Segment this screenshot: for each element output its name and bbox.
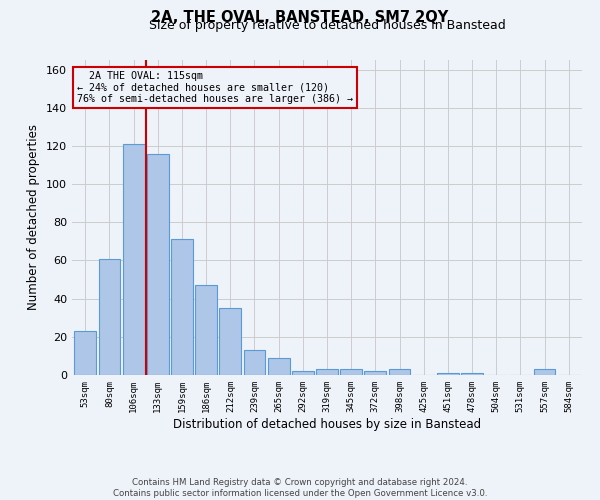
Bar — [533, 370, 556, 375]
Bar — [461, 373, 483, 375]
Bar — [147, 154, 169, 375]
Bar — [171, 240, 193, 375]
Bar — [220, 308, 241, 375]
Bar — [340, 370, 362, 375]
Bar — [195, 286, 217, 375]
Title: Size of property relative to detached houses in Banstead: Size of property relative to detached ho… — [149, 20, 505, 32]
Y-axis label: Number of detached properties: Number of detached properties — [28, 124, 40, 310]
Bar — [74, 331, 96, 375]
Text: Contains HM Land Registry data © Crown copyright and database right 2024.
Contai: Contains HM Land Registry data © Crown c… — [113, 478, 487, 498]
Bar — [268, 358, 290, 375]
Bar — [316, 370, 338, 375]
Text: 2A THE OVAL: 115sqm
← 24% of detached houses are smaller (120)
76% of semi-detac: 2A THE OVAL: 115sqm ← 24% of detached ho… — [77, 71, 353, 104]
Bar — [123, 144, 145, 375]
X-axis label: Distribution of detached houses by size in Banstead: Distribution of detached houses by size … — [173, 418, 481, 430]
Bar — [364, 371, 386, 375]
Bar — [437, 373, 459, 375]
Bar — [292, 371, 314, 375]
Text: 2A, THE OVAL, BANSTEAD, SM7 2QY: 2A, THE OVAL, BANSTEAD, SM7 2QY — [151, 10, 449, 25]
Bar — [98, 258, 121, 375]
Bar — [244, 350, 265, 375]
Bar — [389, 370, 410, 375]
